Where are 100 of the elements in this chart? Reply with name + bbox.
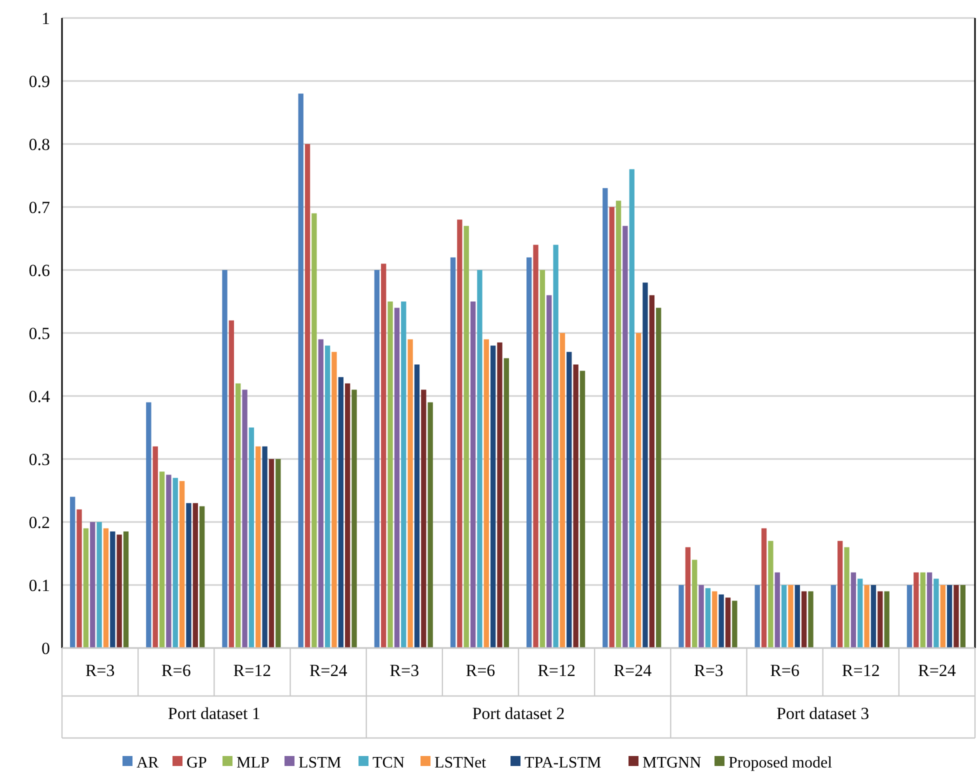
bar: [344, 383, 350, 648]
bar: [256, 446, 261, 648]
bar: [192, 503, 198, 648]
y-tick-label: 1: [42, 8, 50, 28]
bar: [629, 169, 634, 648]
bar: [954, 585, 959, 648]
bar: [546, 295, 552, 648]
legend-label: LSTNet: [434, 754, 487, 772]
y-tick-label: 0.1: [28, 576, 50, 595]
bar: [116, 534, 122, 648]
bar: [830, 585, 836, 648]
bar: [268, 459, 274, 648]
bar: [844, 547, 850, 648]
bar: [781, 585, 787, 648]
bar: [470, 302, 476, 648]
legend-label: MTGNN: [642, 754, 702, 772]
bar: [946, 585, 952, 648]
bar: [566, 352, 572, 648]
bar: [401, 302, 406, 648]
bar: [428, 402, 433, 648]
bar: [642, 282, 648, 648]
bar: [801, 591, 807, 648]
bar: [906, 585, 912, 648]
x-tick-label: R=12: [233, 661, 272, 680]
legend-label: AR: [136, 754, 160, 772]
x-tick-label: R=6: [466, 661, 496, 680]
bar: [884, 591, 890, 648]
bar: [573, 364, 578, 648]
bar: [705, 588, 711, 648]
bar: [388, 302, 393, 648]
bar: [312, 213, 317, 648]
bar: [718, 594, 724, 648]
bar: [298, 94, 304, 648]
bar: [464, 226, 469, 648]
bar: [685, 547, 691, 648]
bar: [236, 383, 241, 648]
bar: [228, 320, 234, 648]
bar: [199, 506, 205, 648]
bar: [248, 428, 254, 648]
bar: [960, 585, 966, 648]
bar: [146, 402, 152, 648]
text: Port dataset 1: [168, 704, 260, 723]
bar: [152, 446, 158, 648]
bar: [858, 578, 863, 648]
y-tick-label: 0.2: [28, 512, 50, 532]
bar: [864, 585, 870, 648]
x-tick-label: R=3: [694, 661, 724, 680]
bar: [602, 188, 608, 648]
bar: [159, 472, 165, 648]
bar: [123, 531, 129, 648]
x-tick-label: R=24: [614, 661, 652, 680]
bar: [332, 352, 337, 648]
bar: [768, 540, 774, 648]
y-tick-label: 0: [42, 638, 50, 658]
x-tick-label: R=12: [538, 661, 576, 680]
bar: [926, 572, 932, 648]
bar: [754, 585, 760, 648]
bar: [83, 528, 89, 648]
bar: [324, 346, 330, 648]
y-tick-label: 0.8: [28, 134, 50, 154]
bar: [580, 370, 586, 648]
x-tick-label: R=3: [85, 661, 115, 680]
bar: [649, 295, 654, 648]
bar: [540, 270, 546, 648]
bar: [914, 572, 919, 648]
x-tick-label: R=6: [770, 661, 800, 680]
bar: [497, 342, 502, 648]
legend-label: Proposed model: [728, 754, 833, 772]
bar: [304, 144, 310, 648]
bar: [179, 481, 185, 648]
legend-label: MLP: [236, 754, 270, 772]
bar: [110, 531, 116, 648]
text: Port dataset 2: [472, 704, 565, 723]
bar: [457, 220, 462, 648]
bar: [533, 244, 538, 648]
bar: [878, 591, 883, 648]
bar: [70, 496, 76, 648]
legend-label: TCN: [372, 754, 405, 772]
bar: [636, 333, 642, 648]
bar: [242, 390, 248, 648]
bar: [698, 585, 704, 648]
bar: [338, 377, 344, 648]
bar: [609, 207, 614, 648]
x-tick-label: R=6: [161, 661, 191, 680]
bar: [186, 503, 192, 648]
bar: [504, 358, 509, 648]
bar: [774, 572, 780, 648]
bar: [96, 522, 102, 648]
bar: [421, 390, 426, 648]
bar: [870, 585, 876, 648]
bar: [222, 270, 228, 648]
x-tick-label: R=12: [842, 661, 880, 680]
text: Port dataset 3: [776, 704, 870, 723]
bar: [394, 308, 400, 648]
bar: [90, 522, 96, 648]
bar: [414, 364, 420, 648]
bar: [103, 528, 109, 648]
bar: [794, 585, 800, 648]
bar: [940, 585, 946, 648]
bar: [656, 308, 662, 648]
